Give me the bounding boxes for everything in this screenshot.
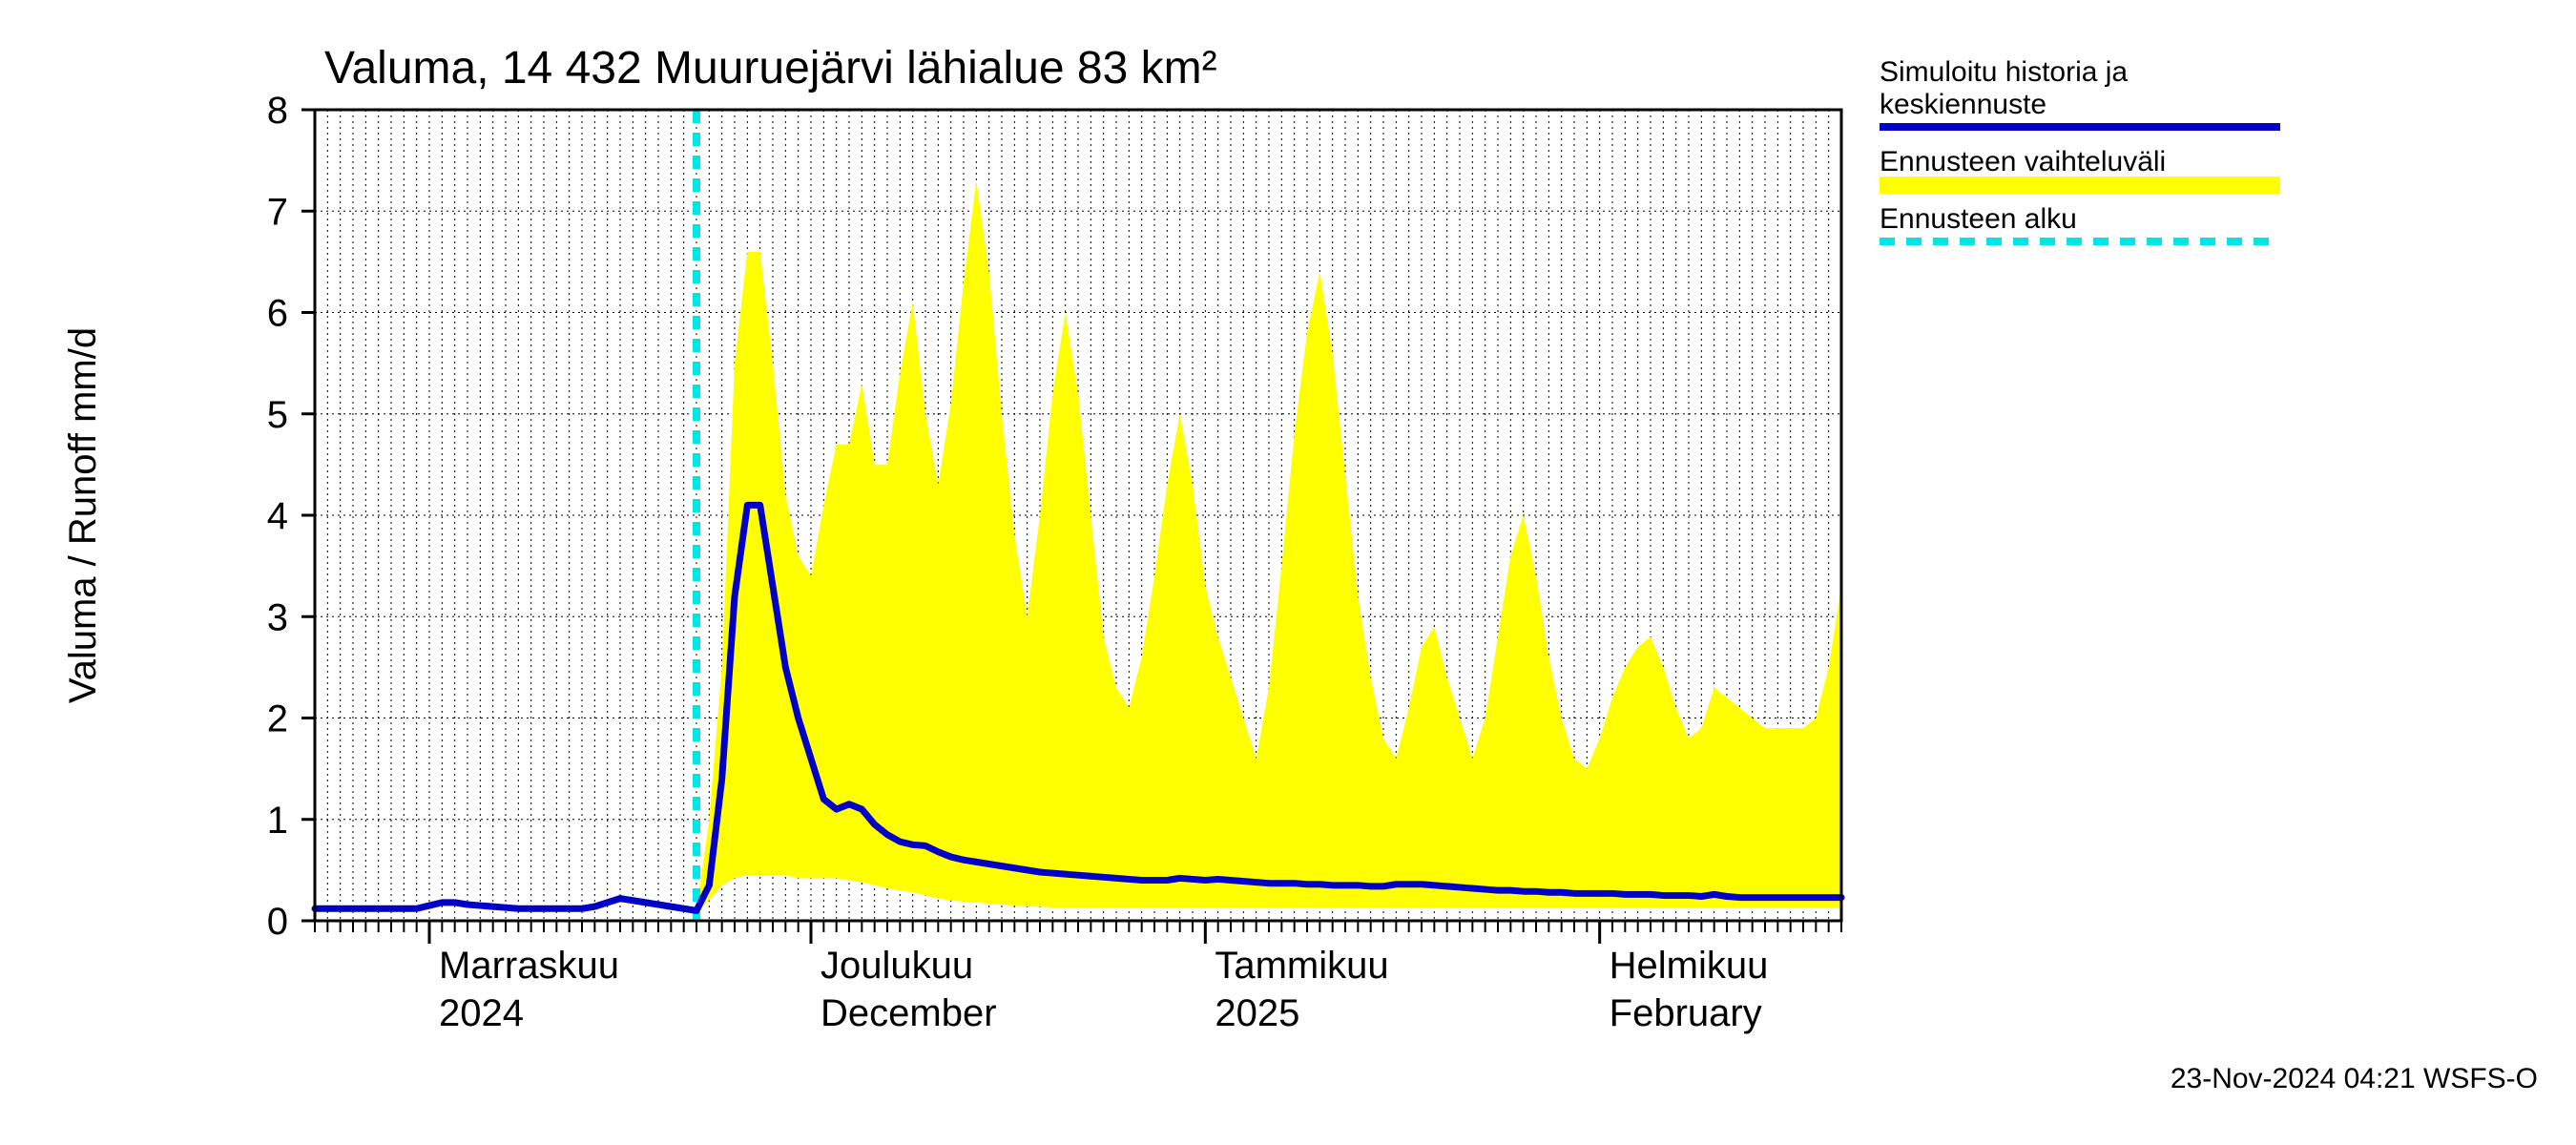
ytick-label: 7	[267, 191, 288, 233]
month-label-top: Helmikuu	[1610, 945, 1769, 987]
ytick-label: 3	[267, 596, 288, 638]
month-label-bottom: February	[1610, 992, 1762, 1034]
chart-title: Valuma, 14 432 Muuruejärvi lähialue 83 k…	[324, 43, 1217, 94]
legend-label: Ennusteen alku	[1880, 203, 2077, 235]
chart-svg: 0 1 2 3 4 5 6 7 8 Marraskuu 2024 Joulukuu December Ta…	[0, 0, 2576, 1145]
month-label-bottom: 2025	[1215, 992, 1299, 1034]
ytick-label: 5	[267, 394, 288, 436]
month-label-bottom: December	[821, 992, 997, 1034]
ytick-label: 2	[267, 698, 288, 740]
y-axis-label: Valuma / Runoff mm/d	[62, 327, 104, 703]
ytick-label: 4	[267, 495, 288, 537]
month-label-top: Tammikuu	[1215, 945, 1388, 987]
legend-swatch-band	[1880, 177, 2280, 194]
chart-container: 0 1 2 3 4 5 6 7 8 Marraskuu 2024 Joulukuu December Ta…	[0, 0, 2576, 1145]
footer-timestamp: 23-Nov-2024 04:21 WSFS-O	[2171, 1063, 2538, 1094]
legend-label: Simuloitu historia ja	[1880, 56, 2128, 88]
month-label-top: Marraskuu	[439, 945, 619, 987]
ytick-label: 6	[267, 293, 288, 335]
month-label-bottom: 2024	[439, 992, 524, 1034]
month-label-top: Joulukuu	[821, 945, 973, 987]
legend-label: Ennusteen vaihteluväli	[1880, 146, 2166, 177]
ytick-label: 8	[267, 90, 288, 132]
ytick-label: 0	[267, 901, 288, 943]
ytick-label: 1	[267, 800, 288, 842]
legend-label: keskiennuste	[1880, 89, 2046, 120]
